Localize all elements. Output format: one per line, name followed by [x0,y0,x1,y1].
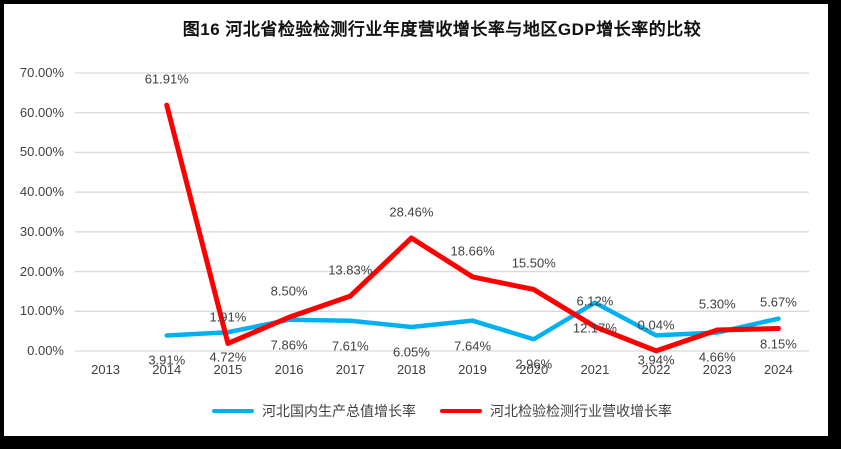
data-label: 13.83% [328,262,373,278]
chart-figure-background [4,4,828,436]
x-axis-tick-label: 2023 [702,362,732,377]
y-axis-tick-label: 10.00% [19,303,64,319]
data-label: 7.86% [270,337,308,353]
legend-item-industry: 河北检验检测行业营收增长率 [440,401,672,421]
data-label: 6.12% [576,293,614,309]
x-axis-tick-label: 2016 [274,362,304,377]
legend: 河北国内生产总值增长率 河北检验检测行业营收增长率 [75,402,809,420]
x-axis-tick-label: 2019 [458,362,488,377]
data-label: 5.30% [698,296,736,312]
chart-title: 图16 河北省检验检测行业年度营收增长率与地区GDP增长率的比较 [182,20,702,39]
data-label: 3.91% [148,352,186,368]
y-axis-tick-label: 40.00% [19,184,64,200]
series-line-hebei-gdp [164,300,781,342]
data-label: 4.66% [698,349,736,365]
y-axis-tick-label: 30.00% [19,223,64,239]
data-label: 3.94% [637,352,675,368]
data-label: 6.05% [392,344,430,360]
data-label: 8.50% [270,283,308,299]
data-label: 12.17% [572,320,617,336]
data-label: 7.61% [331,338,369,354]
x-axis-tick-label: 2015 [213,362,243,377]
y-axis-tick-label: 0.00% [27,343,64,358]
legend-item-gdp: 河北国内生产总值增长率 [212,401,416,421]
data-label: 5.67% [759,294,797,310]
data-label: 4.72% [209,349,247,365]
data-label: 0.04% [637,317,675,333]
y-axis-tick-label: 70.00% [19,65,64,81]
x-axis-tick-label: 2020 [519,362,549,377]
data-label: 8.15% [759,336,797,352]
x-axis-tick-label: 2021 [580,362,610,377]
x-axis-tick-label: 2013 [91,362,121,377]
legend-label-gdp: 河北国内生产总值增长率 [262,403,416,419]
data-label: 7.64% [454,338,492,354]
x-axis-tick-label: 2024 [763,362,793,377]
legend-label-industry: 河北检验检测行业营收增长率 [490,403,672,419]
legend-line-swatch-gdp [212,409,254,413]
x-axis-tick-label: 2014 [152,362,182,377]
y-axis-tick-label: 60.00% [19,104,64,120]
y-axis-tick-label: 20.00% [19,263,64,279]
data-label: 28.46% [389,204,434,220]
legend-line-swatch-industry [440,409,482,413]
data-label: 2.96% [515,356,553,372]
x-axis-tick-label: 2022 [641,362,671,377]
x-axis-tick-label: 2018 [396,362,426,377]
data-label: 15.50% [511,255,556,271]
data-label: 61.91% [144,71,189,87]
data-label: 1.91% [209,309,247,325]
x-axis-tick-label: 2017 [335,362,365,377]
y-axis-tick-label: 50.00% [19,144,64,160]
series-line-industry-revenue [164,102,781,354]
data-label: 18.66% [450,243,495,259]
